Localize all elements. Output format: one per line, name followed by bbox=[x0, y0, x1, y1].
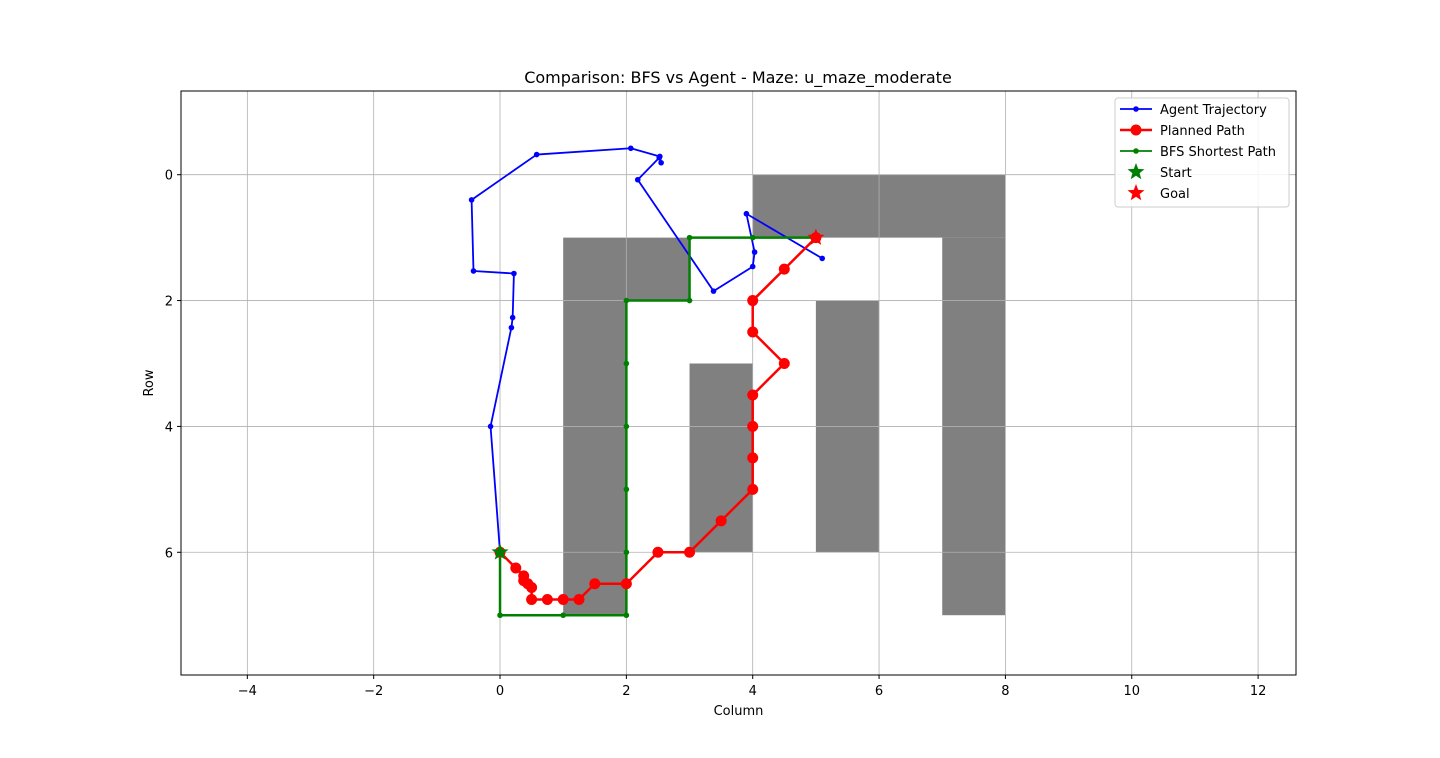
data-point bbox=[747, 295, 759, 307]
wall-block bbox=[626, 237, 690, 301]
maze-walls bbox=[563, 174, 1006, 616]
plot-frame bbox=[180, 90, 1297, 676]
x-tick-label: 10 bbox=[1123, 684, 1140, 699]
axis-ticks: −4 −2 0 2 4 6 8 10 12 0 2 4 6 bbox=[165, 169, 1267, 699]
x-tick-label: −2 bbox=[364, 684, 383, 699]
data-point bbox=[623, 423, 630, 430]
data-point bbox=[533, 151, 540, 158]
data-point bbox=[470, 268, 477, 274]
data-point bbox=[747, 452, 759, 464]
data-point bbox=[526, 582, 538, 594]
data-point bbox=[541, 593, 553, 605]
data-point bbox=[634, 176, 641, 183]
data-point bbox=[487, 423, 494, 430]
x-tick-label: 8 bbox=[1001, 684, 1009, 699]
data-point bbox=[623, 549, 630, 556]
data-point bbox=[749, 234, 756, 241]
y-tick-label: 4 bbox=[165, 420, 173, 435]
start-marker bbox=[491, 543, 509, 560]
data-point bbox=[686, 234, 693, 241]
data-point bbox=[526, 593, 538, 605]
x-tick-label: −4 bbox=[238, 684, 257, 699]
data-point bbox=[623, 612, 630, 619]
data-point bbox=[497, 612, 503, 619]
legend-star-marker bbox=[1127, 163, 1145, 180]
data-point bbox=[510, 562, 522, 574]
chart-title: Comparison: BFS vs Agent - Maze: u_maze_… bbox=[524, 68, 952, 88]
legend-marker bbox=[1133, 148, 1139, 154]
data-point bbox=[468, 197, 475, 203]
data-point bbox=[819, 255, 826, 262]
data-point bbox=[623, 297, 630, 304]
data-point bbox=[589, 578, 601, 590]
data-point bbox=[747, 326, 759, 338]
data-point bbox=[509, 314, 516, 321]
data-point bbox=[778, 357, 790, 369]
legend-label: Start bbox=[1160, 166, 1192, 181]
x-tick-label: 6 bbox=[875, 684, 883, 699]
data-point bbox=[684, 546, 696, 558]
series-layer bbox=[468, 145, 826, 619]
data-point bbox=[627, 145, 634, 152]
legend: Agent Trajectory Planned Path BFS Shortest… bbox=[1114, 97, 1290, 208]
data-point bbox=[620, 578, 632, 590]
legend-label: Agent Trajectory bbox=[1160, 103, 1267, 118]
data-point bbox=[749, 263, 756, 270]
legend-label: Goal bbox=[1160, 187, 1190, 202]
y-tick-label: 6 bbox=[165, 546, 173, 561]
legend-label: Planned Path bbox=[1160, 124, 1245, 139]
data-point bbox=[747, 420, 759, 432]
legend-star-marker bbox=[1127, 184, 1145, 201]
data-point bbox=[715, 515, 727, 527]
data-point bbox=[658, 159, 664, 166]
x-tick-label: 4 bbox=[749, 684, 757, 699]
data-point bbox=[778, 263, 790, 275]
data-point bbox=[573, 593, 585, 605]
data-point bbox=[557, 593, 569, 605]
data-point bbox=[710, 288, 717, 294]
data-point bbox=[743, 210, 750, 217]
legend-marker bbox=[1133, 106, 1139, 112]
data-point bbox=[560, 612, 566, 619]
data-point bbox=[652, 546, 664, 558]
data-point bbox=[686, 297, 693, 304]
x-tick-label: 12 bbox=[1250, 684, 1267, 699]
x-axis-label: Column bbox=[714, 704, 764, 719]
data-point bbox=[656, 154, 663, 161]
legend-label: BFS Shortest Path bbox=[1160, 145, 1276, 160]
y-tick-label: 2 bbox=[165, 295, 173, 310]
legend-box bbox=[1114, 97, 1290, 208]
data-point bbox=[747, 483, 759, 495]
data-point bbox=[511, 270, 517, 277]
data-point bbox=[623, 360, 630, 367]
x-tick-label: 2 bbox=[622, 684, 630, 699]
y-axis-label: Row bbox=[142, 369, 157, 396]
goal-marker bbox=[807, 228, 825, 245]
legend-marker bbox=[1130, 124, 1142, 136]
data-point bbox=[751, 249, 758, 255]
data-point bbox=[623, 486, 630, 493]
y-tick-label: 0 bbox=[165, 169, 173, 184]
data-point bbox=[508, 324, 515, 331]
x-tick-label: 0 bbox=[496, 684, 504, 699]
data-point bbox=[747, 389, 759, 401]
